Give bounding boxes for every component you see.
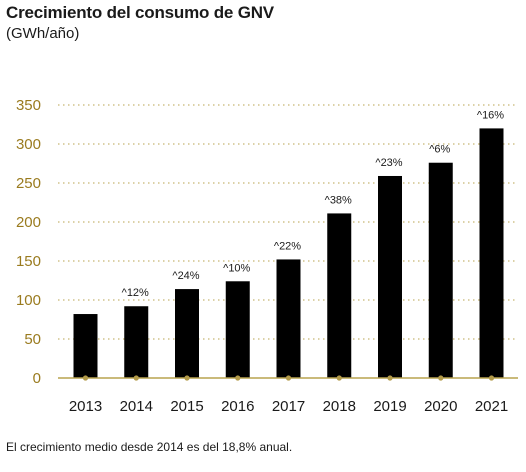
x-tick-label: 2019 [373, 398, 406, 415]
y-tick-label: 0 [33, 370, 41, 387]
bar [124, 306, 149, 378]
bar [428, 162, 453, 378]
x-tick-label: 2020 [424, 398, 457, 415]
x-tick-label: 2017 [272, 398, 305, 415]
data-label: ^38% [325, 194, 352, 206]
y-tick-label: 350 [16, 97, 41, 114]
data-label: ^12% [122, 287, 149, 299]
baseline-marker [184, 375, 190, 381]
y-tick-label: 250 [16, 175, 41, 192]
x-tick-label: 2021 [475, 398, 508, 415]
baseline-marker [133, 375, 139, 381]
data-label: ^23% [375, 157, 402, 169]
data-label: ^6% [429, 144, 450, 156]
y-tick-label: 150 [16, 253, 41, 270]
bar [479, 128, 504, 378]
baseline-marker [438, 375, 444, 381]
bar [378, 175, 402, 378]
data-label: ^16% [477, 109, 504, 121]
y-tick-label: 300 [16, 136, 41, 153]
bar [327, 213, 352, 378]
y-tick-label: 50 [24, 331, 41, 348]
bar [73, 314, 98, 378]
footnote: El crecimiento medio desde 2014 es del 1… [6, 440, 293, 454]
data-label: ^24% [172, 270, 199, 282]
x-tick-label: 2016 [221, 398, 254, 415]
baseline-marker [82, 375, 89, 381]
baseline-marker [285, 375, 292, 381]
x-tick-label: 2015 [170, 398, 203, 415]
bar-chart: 0 50 100 150 200 250 300 350 2013 ^12% 2014 ^24% 201… [16, 97, 518, 415]
x-tick-label: 2013 [69, 398, 102, 415]
baseline-marker [336, 375, 342, 381]
data-label: ^10% [223, 262, 250, 274]
baseline-marker [235, 375, 241, 381]
bar [225, 281, 250, 378]
y-tick-label: 100 [16, 292, 41, 309]
x-tick-label: 2018 [323, 398, 356, 415]
chart-subtitle: (GWh/año) [6, 25, 80, 42]
bar [175, 289, 199, 378]
bar [276, 259, 301, 378]
baseline-marker [387, 375, 393, 381]
x-tick-label: 2014 [120, 398, 153, 415]
data-label: ^22% [274, 240, 301, 252]
chart-title: Crecimiento del consumo de GNV [6, 3, 274, 22]
y-tick-label: 200 [16, 214, 41, 231]
baseline-marker [488, 375, 495, 381]
